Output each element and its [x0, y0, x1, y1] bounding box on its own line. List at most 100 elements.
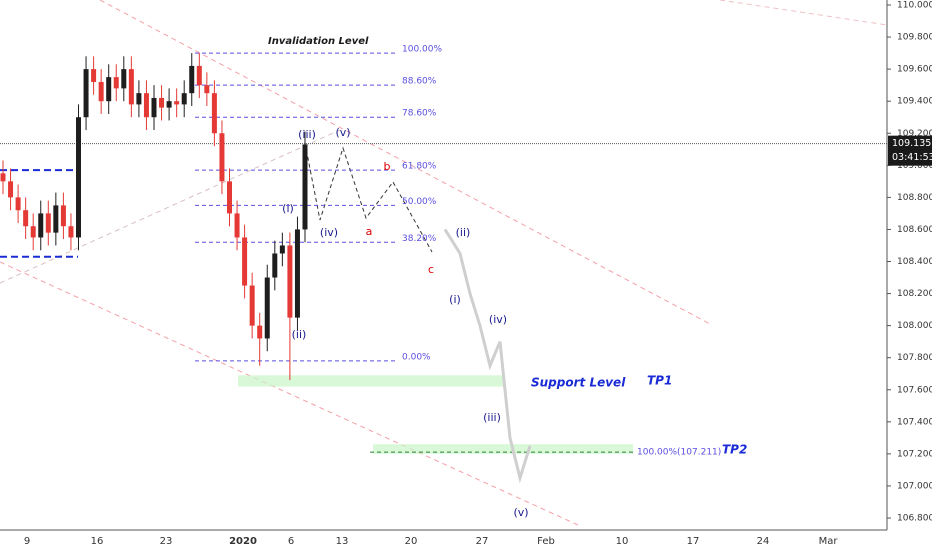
wave-label: (i)	[449, 293, 461, 306]
candle-body	[83, 69, 89, 118]
support-zone	[238, 375, 505, 387]
candle-body	[302, 144, 308, 230]
x-tick-label: 10	[616, 536, 629, 547]
candle-body	[128, 69, 134, 105]
channel-far	[719, 0, 888, 26]
candle-body	[174, 101, 180, 105]
wave-label: b	[384, 160, 391, 173]
x-tick-label: 13	[336, 536, 349, 547]
candle-body	[272, 253, 278, 278]
projection-line	[443, 228, 532, 484]
wave-label: (v)	[335, 126, 350, 139]
candle-body	[8, 181, 14, 198]
wave-label: (ii)	[292, 328, 307, 341]
y-tick-label: 106.800	[897, 514, 932, 524]
channel-lines	[0, 0, 888, 526]
candle-body	[121, 69, 127, 89]
x-tick-label: 2020	[229, 536, 257, 547]
candle-body	[234, 213, 240, 238]
fib-label: 50.00%	[402, 197, 437, 207]
fib-label: 88.60%	[402, 77, 437, 87]
trend-line	[0, 129, 341, 284]
wave-label: (iv)	[320, 226, 338, 239]
candle-body	[91, 69, 97, 82]
candle-body	[106, 77, 112, 102]
candle-body	[189, 65, 195, 94]
channel-lower	[0, 261, 579, 526]
tp2-label: 100.00%(107.211)	[637, 448, 721, 458]
price-box	[888, 135, 932, 166]
support-zone	[373, 444, 633, 454]
wave-label: (v)	[513, 506, 528, 519]
wave-label: (ii)	[456, 226, 471, 239]
y-tick-label: 107.000	[897, 481, 932, 491]
candle-body	[76, 117, 81, 238]
x-tick-label: 20	[405, 536, 418, 547]
wave-label: (iv)	[489, 313, 507, 326]
y-tick-label: 107.600	[897, 385, 932, 395]
annotation: TP1	[647, 374, 672, 388]
annotation: Support Level	[531, 376, 626, 390]
y-tick-label: 108.600	[897, 225, 932, 235]
x-tick-label: Feb	[537, 536, 555, 547]
candle-body	[227, 181, 232, 214]
candle-body	[279, 245, 285, 254]
candle-body	[45, 213, 51, 233]
x-tick-label: 9	[24, 536, 30, 547]
candle-body	[287, 245, 293, 318]
fib-label: 100.00%	[402, 45, 442, 55]
candle-body	[136, 93, 142, 105]
fib-label: 38.20%	[402, 234, 437, 244]
fib-label: 61.80%	[402, 162, 437, 172]
y-tick-label: 107.800	[897, 353, 932, 363]
y-tick-label: 109.400	[897, 97, 932, 107]
candle-body	[181, 93, 187, 105]
y-tick-label: 107.200	[897, 449, 932, 459]
candle-body	[53, 205, 59, 233]
wave-label: (iii)	[483, 411, 501, 424]
candle-body	[113, 77, 119, 89]
candle-body	[196, 65, 202, 86]
candle-body	[15, 197, 21, 211]
x-tick-label: 17	[687, 536, 700, 547]
countdown-label: 03:41:53	[892, 152, 932, 163]
annotation: Invalidation Level	[268, 36, 369, 47]
candle-body	[0, 173, 6, 182]
candle-body	[98, 81, 104, 102]
x-tick-label: 16	[91, 536, 104, 547]
candle-body	[264, 277, 270, 339]
wave-label: (i)	[282, 202, 294, 215]
candle-body	[68, 226, 74, 238]
wave-label: a	[366, 225, 373, 238]
candle-body	[294, 229, 300, 318]
candle-body	[204, 85, 210, 94]
candle-body	[242, 237, 248, 286]
wave-label: (iii)	[298, 128, 316, 141]
x-tick-label: Mar	[819, 536, 839, 547]
y-tick-label: 109.000	[897, 161, 932, 171]
y-tick-label: 109.600	[897, 65, 932, 75]
y-tick-label: 110.000	[897, 1, 932, 11]
candle-body	[166, 101, 172, 108]
candle-body	[23, 210, 29, 227]
candle-body	[211, 93, 217, 134]
y-tick-label: 108.800	[897, 193, 932, 203]
candle-body	[60, 205, 66, 227]
candle-body	[30, 226, 36, 238]
y-tick-label: 107.400	[897, 417, 932, 427]
projection-path	[304, 142, 433, 253]
y-tick-label: 109.800	[897, 33, 932, 43]
x-tick-label: 23	[160, 536, 173, 547]
y-tick-label: 108.400	[897, 257, 932, 267]
current-price-label: 109.135	[892, 138, 931, 149]
candle-body	[38, 213, 44, 238]
x-tick-label: 27	[476, 536, 489, 547]
candle-body	[143, 93, 149, 118]
candle-body	[219, 133, 225, 182]
y-tick-label: 109.200	[897, 129, 932, 139]
y-tick-label: 108.000	[897, 321, 932, 331]
candle-body	[257, 325, 263, 339]
candle-body	[159, 97, 165, 108]
fib-label: 78.60%	[402, 109, 437, 119]
